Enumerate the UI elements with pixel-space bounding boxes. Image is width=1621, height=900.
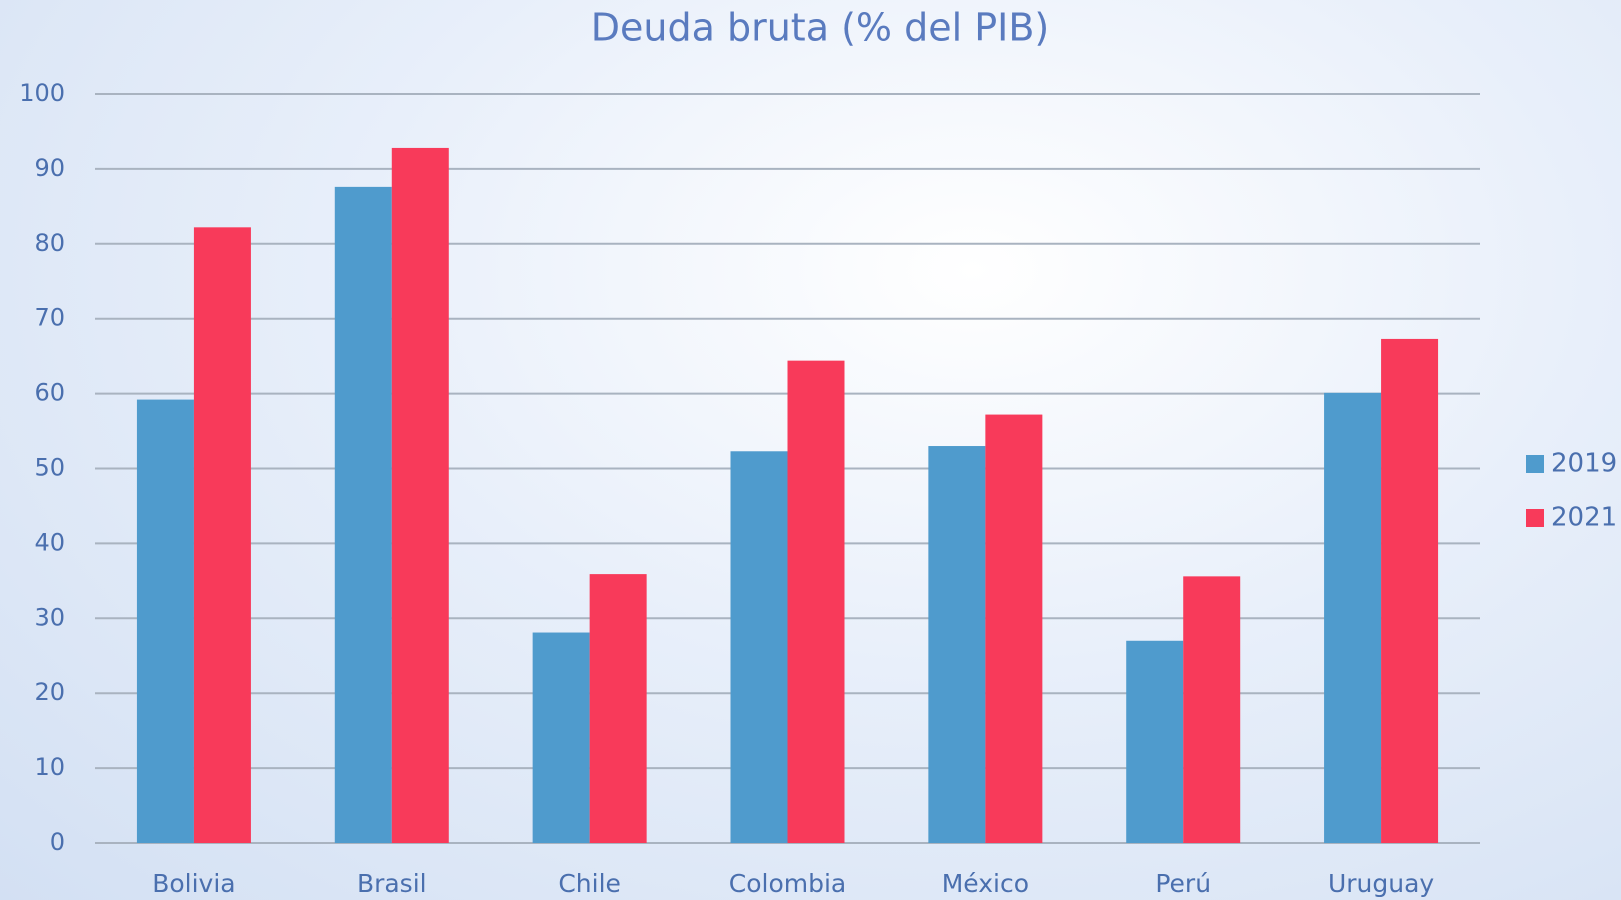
bar bbox=[787, 360, 845, 843]
y-tick-label: 40 bbox=[34, 528, 65, 556]
x-tick-label: Bolivia bbox=[152, 869, 235, 898]
y-tick-label: 10 bbox=[34, 753, 65, 781]
bar bbox=[928, 446, 986, 843]
bar bbox=[532, 632, 590, 843]
y-tick-label: 70 bbox=[34, 304, 65, 332]
bar bbox=[193, 227, 251, 843]
y-tick-label: 20 bbox=[34, 678, 65, 706]
y-tick-label: 30 bbox=[34, 603, 65, 631]
y-tick-label: 60 bbox=[34, 379, 65, 407]
bar bbox=[1381, 338, 1439, 843]
y-tick-label: 50 bbox=[34, 454, 65, 482]
x-tick-label: Brasil bbox=[357, 869, 427, 898]
x-tick-label: Uruguay bbox=[1328, 869, 1434, 898]
bar bbox=[589, 574, 647, 843]
bar bbox=[1183, 576, 1241, 843]
y-tick-label: 0 bbox=[50, 828, 65, 856]
legend-swatch bbox=[1526, 509, 1544, 527]
legend-swatch bbox=[1526, 455, 1544, 473]
bar bbox=[1126, 640, 1184, 843]
x-tick-label: Chile bbox=[558, 869, 621, 898]
y-tick-label: 100 bbox=[19, 79, 65, 107]
bar bbox=[334, 186, 392, 844]
legend-label: 2021 bbox=[1551, 503, 1617, 533]
bar bbox=[136, 399, 194, 843]
x-tick-label: Perú bbox=[1155, 869, 1211, 898]
bar bbox=[391, 147, 449, 844]
bar bbox=[985, 414, 1043, 843]
bar bbox=[1324, 392, 1382, 843]
x-tick-label: México bbox=[942, 869, 1029, 898]
chart-title: Deuda bruta (% del PIB) bbox=[591, 6, 1049, 50]
x-tick-label: Colombia bbox=[729, 869, 846, 898]
legend-label: 2019 bbox=[1551, 449, 1617, 479]
y-tick-label: 90 bbox=[34, 154, 65, 182]
bar bbox=[730, 451, 788, 843]
y-tick-label: 80 bbox=[34, 229, 65, 257]
